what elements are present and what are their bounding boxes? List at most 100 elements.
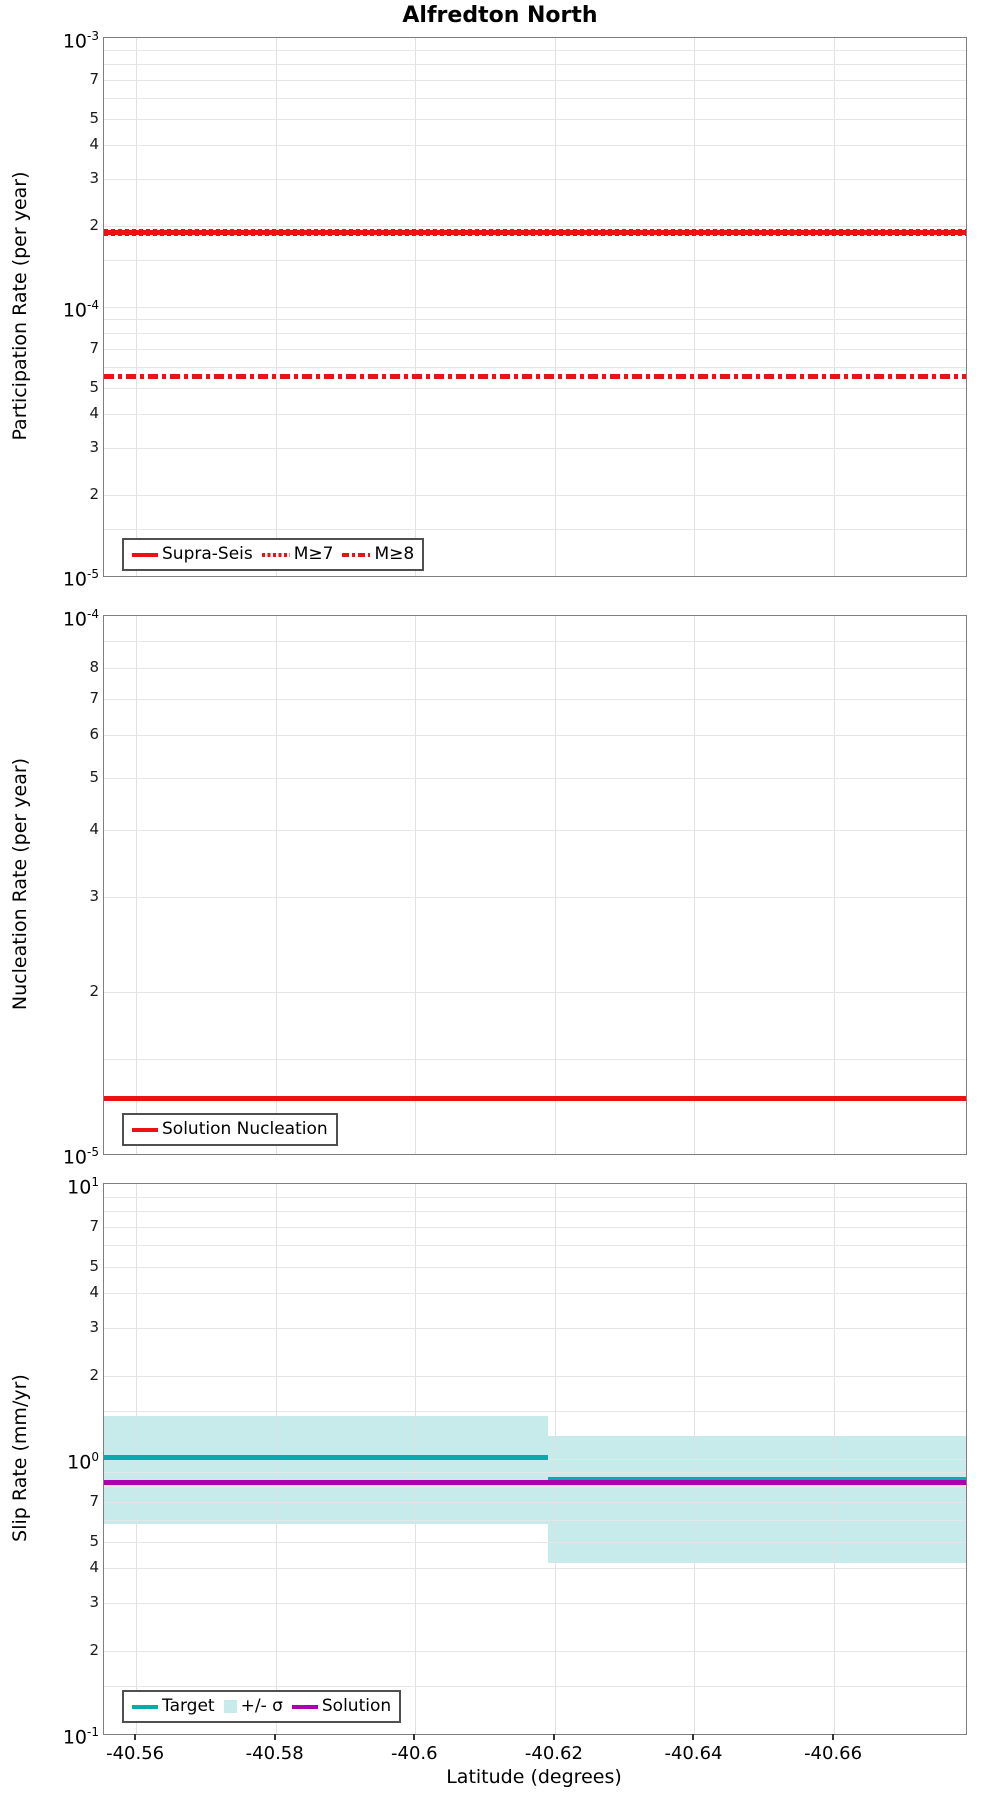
- horizontal-gridline: [104, 387, 966, 389]
- horizontal-gridline: [104, 1501, 966, 1503]
- legend-slip: Target +/- σ Solution: [122, 1690, 402, 1723]
- x-tick-mark: [832, 1734, 835, 1740]
- x-tick-label: -40.64: [664, 1743, 723, 1764]
- horizontal-gridline: [104, 1568, 966, 1570]
- legend-nucleation: Solution Nucleation: [122, 1113, 338, 1146]
- series-line-solution-nucleation: [104, 1095, 966, 1101]
- y-tick-label: 5: [89, 108, 99, 127]
- horizontal-gridline: [104, 178, 966, 180]
- y-tick-label: 2: [89, 982, 99, 1001]
- y-tick-label: 10-4: [62, 298, 99, 322]
- horizontal-gridline: [104, 1226, 966, 1228]
- panel-participation: [103, 37, 967, 577]
- legend-label: Solution Nucleation: [162, 1119, 328, 1139]
- horizontal-gridline: [104, 366, 966, 368]
- horizontal-gridline: [104, 1602, 966, 1604]
- horizontal-gridline: [104, 307, 966, 308]
- y-tick-label: 101: [67, 1175, 99, 1199]
- y-tick-label: 3: [89, 887, 99, 906]
- x-tick-label: -40.66: [804, 1743, 863, 1764]
- horizontal-gridline: [104, 259, 966, 261]
- vertical-gridline: [694, 616, 696, 1154]
- x-tick-mark: [413, 1734, 416, 1740]
- horizontal-gridline: [104, 1196, 966, 1198]
- horizontal-gridline: [104, 1210, 966, 1212]
- horizontal-gridline: [104, 1520, 966, 1521]
- horizontal-gridline: [104, 830, 966, 832]
- y-tick-label: 4: [89, 135, 99, 154]
- x-tick-label: -40.56: [106, 1743, 165, 1764]
- y-tick-label: 7: [89, 338, 99, 357]
- horizontal-gridline: [104, 97, 966, 99]
- x-tick-mark: [273, 1734, 276, 1740]
- horizontal-gridline: [104, 1327, 966, 1329]
- x-axis-title: Latitude (degrees): [446, 1766, 622, 1788]
- legend-item-target: Target: [132, 1696, 215, 1717]
- y-tick-label: 5: [89, 1531, 99, 1550]
- horizontal-gridline: [104, 319, 966, 321]
- horizontal-gridline: [104, 64, 966, 66]
- horizontal-gridline: [104, 699, 966, 701]
- legend-swatch-supra-seis-icon: [132, 552, 158, 557]
- horizontal-gridline: [104, 226, 966, 228]
- horizontal-gridline: [104, 1485, 966, 1487]
- legend-swatch-sigma-band-icon: [223, 1700, 237, 1713]
- y-tick-label: 100: [67, 1450, 99, 1474]
- y-tick-label: 10-5: [62, 567, 99, 591]
- x-tick-mark: [134, 1734, 137, 1740]
- y-tick-label: 4: [89, 404, 99, 423]
- x-tick-label: -40.6: [391, 1743, 438, 1764]
- vertical-gridline: [834, 616, 836, 1154]
- horizontal-gridline: [104, 145, 966, 147]
- vertical-gridline: [415, 616, 417, 1154]
- y-tick-label: 5: [89, 377, 99, 396]
- y-tick-label: 3: [89, 168, 99, 187]
- legend-item-solution: Solution: [291, 1696, 391, 1717]
- y-tick-label: 7: [89, 689, 99, 708]
- series-line-target: [104, 1455, 548, 1461]
- legend-swatch-solution-nucleation-icon: [132, 1127, 158, 1132]
- legend-label: Target: [162, 1696, 215, 1716]
- horizontal-gridline: [104, 897, 966, 899]
- horizontal-gridline: [104, 1471, 966, 1473]
- legend-swatch-solution-icon: [291, 1704, 318, 1709]
- horizontal-gridline: [104, 1541, 966, 1543]
- y-tick-label: 4: [89, 1558, 99, 1577]
- horizontal-gridline: [104, 1266, 966, 1268]
- horizontal-gridline: [104, 495, 966, 497]
- y-tick-label: 2: [89, 1366, 99, 1385]
- legend-item-supra-seis: Supra-Seis: [132, 544, 253, 565]
- series-line-solution: [104, 1480, 966, 1486]
- figure-title: Alfredton North: [402, 3, 598, 28]
- horizontal-gridline: [104, 640, 966, 642]
- legend-item-m-ge-7: M≥7: [261, 544, 334, 565]
- horizontal-gridline: [104, 1685, 966, 1687]
- vertical-gridline: [275, 616, 277, 1154]
- legend-item-sigma-band: +/- σ: [223, 1696, 283, 1717]
- series-line-m-ge-7: [104, 228, 966, 236]
- y-tick-label: 3: [89, 437, 99, 456]
- y-tick-label: 3: [89, 1317, 99, 1336]
- horizontal-gridline: [104, 50, 966, 52]
- horizontal-gridline: [104, 735, 966, 737]
- legend-swatch-target-icon: [132, 1704, 158, 1709]
- horizontal-gridline: [104, 1245, 966, 1246]
- horizontal-gridline: [104, 348, 966, 350]
- horizontal-gridline: [104, 414, 966, 416]
- x-tick-label: -40.62: [524, 1743, 583, 1764]
- y-tick-label: 10-4: [62, 607, 99, 631]
- legend-participation: Supra-Seis M≥7 M≥8: [122, 538, 425, 571]
- legend-label: M≥7: [293, 544, 334, 564]
- y-tick-label: 7: [89, 1491, 99, 1510]
- horizontal-gridline: [104, 1376, 966, 1378]
- horizontal-gridline: [104, 447, 966, 449]
- panel-nucleation: [103, 615, 967, 1155]
- y-tick-label: 2: [89, 485, 99, 504]
- y-tick-label: 6: [89, 725, 99, 744]
- y-tick-label: 4: [89, 820, 99, 839]
- horizontal-gridline: [104, 668, 966, 670]
- x-tick-mark: [552, 1734, 555, 1740]
- y-tick-label: 2: [89, 1641, 99, 1660]
- horizontal-gridline: [104, 1410, 966, 1412]
